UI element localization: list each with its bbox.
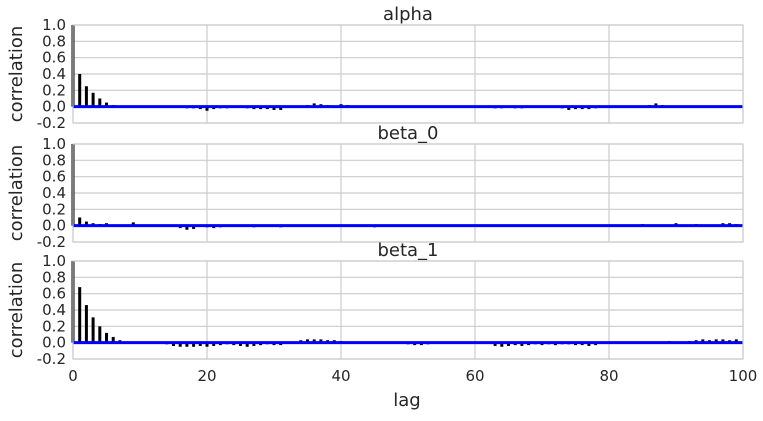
acf-bar [212, 342, 216, 346]
acf-bar [192, 225, 196, 229]
acf-bar [245, 342, 249, 347]
acf-bar [84, 86, 88, 107]
y-tick-label: -0.2 [37, 114, 66, 132]
acf-bar [306, 339, 309, 343]
y-tick-label: 1.0 [42, 252, 66, 270]
y-axis-label: correlation [6, 262, 27, 359]
acf-bar [98, 98, 102, 107]
acf-bar [185, 225, 189, 230]
y-tick-label: 0.4 [42, 184, 66, 202]
plot-frame [72, 260, 744, 360]
acf-bar [507, 342, 510, 346]
acf-bar [78, 74, 82, 107]
y-tick-label: 0.0 [42, 98, 66, 116]
acf-bar [714, 339, 718, 343]
acf-bar [272, 106, 276, 110]
acf-bar [205, 342, 209, 347]
acf-bar [84, 221, 88, 226]
acf-bar [91, 317, 95, 343]
x-tick-label: 40 [331, 367, 350, 385]
y-axis-label: correlation [6, 26, 27, 123]
y-tick-label: 0.6 [42, 285, 66, 303]
panel-title: beta_1 [377, 240, 438, 261]
panel-alpha: -0.20.00.20.40.60.81.0 alpha correlation [6, 4, 744, 132]
y-tick-label: 0.6 [42, 168, 66, 186]
y-tick-label: 0.8 [42, 268, 66, 286]
y-tick-label: 0.6 [42, 49, 66, 67]
acf-bar [587, 342, 591, 346]
acf-bar [734, 339, 738, 343]
acf-bar [654, 103, 658, 107]
y-tick-label: 0.8 [42, 151, 66, 169]
acf-bar [172, 342, 175, 346]
y-tick-label: 1.0 [42, 16, 66, 34]
y-tick-label: 0.8 [42, 32, 66, 50]
y-tick-label: 0.2 [42, 317, 66, 335]
acf-bar [111, 336, 115, 343]
plot-frame [72, 143, 744, 243]
acf-bar [105, 332, 108, 343]
acf-bar [131, 222, 135, 226]
acf-bar [192, 342, 196, 347]
acf-bar [319, 339, 323, 343]
acf-bar [98, 326, 102, 343]
y-tick-label: 0.0 [42, 334, 66, 352]
panel-title: alpha [383, 4, 433, 25]
acf-bar [701, 339, 705, 343]
acf-bar [312, 339, 316, 343]
acf-bar [84, 305, 88, 343]
y-tick-label: 0.0 [42, 217, 66, 235]
x-tick-label: 60 [465, 367, 484, 385]
y-tick-label: 0.2 [42, 81, 66, 99]
acf-bar [252, 342, 256, 346]
acf-bar [178, 342, 182, 347]
acf-bar [721, 339, 725, 343]
y-tick-label: 0.2 [42, 200, 66, 218]
x-tick-label: 80 [599, 367, 618, 385]
y-tick-label: 0.4 [42, 65, 66, 83]
y-axis-label: correlation [6, 145, 27, 242]
acf-bar [91, 92, 95, 107]
y-tick-label: -0.2 [37, 233, 66, 251]
acf-bar [500, 342, 504, 347]
acf-bar [198, 342, 202, 346]
plot-frame [72, 24, 744, 124]
acf-bar [493, 342, 497, 346]
acf-bar [205, 106, 209, 111]
x-tick-label: 100 [729, 367, 758, 385]
panel-title: beta_0 [377, 123, 438, 144]
acf-bar [312, 103, 316, 107]
acf-bar [279, 106, 283, 110]
acf-bar [567, 106, 571, 110]
y-tick-label: 1.0 [42, 135, 66, 153]
acf-bar [78, 217, 82, 226]
x-tick-label: 20 [197, 367, 216, 385]
acf-bar [105, 102, 108, 107]
x-tick-label: 0 [68, 367, 78, 385]
acf-bar [239, 342, 242, 346]
panel-beta-1: -0.20.00.20.40.60.81.0 beta_1 correlation 0… [6, 240, 757, 385]
x-axis-label: lag [393, 390, 420, 411]
panel-beta-0: -0.20.00.20.40.60.81.0 beta_0 correlation [6, 123, 744, 251]
acf-bar [185, 342, 189, 347]
acf-bar [520, 342, 524, 346]
y-tick-label: 0.4 [42, 301, 66, 319]
y-tick-label: -0.2 [37, 350, 66, 368]
acf-bar [78, 287, 82, 343]
